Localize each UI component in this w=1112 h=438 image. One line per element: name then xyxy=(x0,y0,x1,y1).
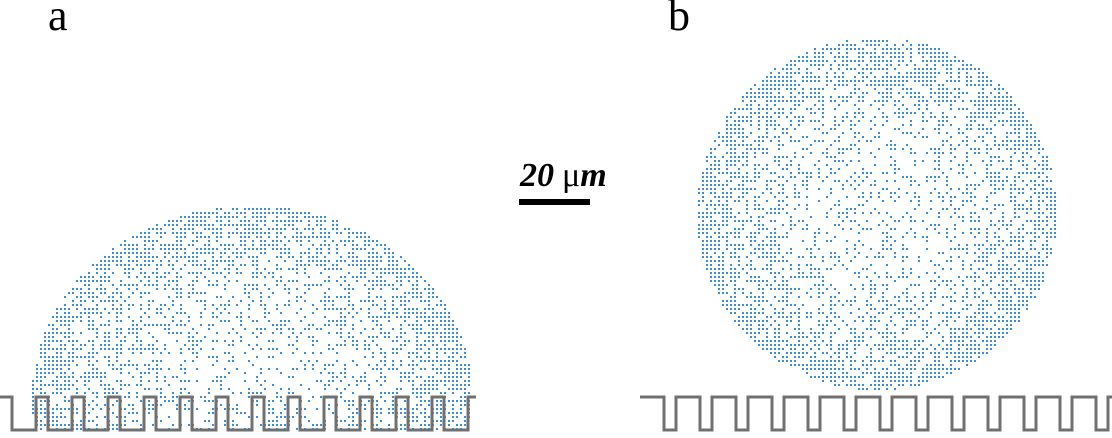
scale-bar-unit-letter: m xyxy=(580,157,606,194)
panel-b xyxy=(640,40,1112,432)
panel-a xyxy=(0,208,476,432)
panel-label-a: a xyxy=(48,0,68,40)
scale-bar-line xyxy=(519,199,590,205)
scale-bar-unit-prefix: μ xyxy=(562,157,580,194)
scale-bar: 20 μm xyxy=(519,157,607,205)
scale-bar-label: 20 μm xyxy=(519,157,607,194)
droplet-a-particles xyxy=(32,208,470,430)
droplet-b-particles xyxy=(698,40,1056,390)
scale-bar-number: 20 xyxy=(519,157,554,194)
substrate-a xyxy=(0,395,476,432)
substrate-b xyxy=(640,395,1112,432)
panel-label-b: b xyxy=(668,0,690,40)
